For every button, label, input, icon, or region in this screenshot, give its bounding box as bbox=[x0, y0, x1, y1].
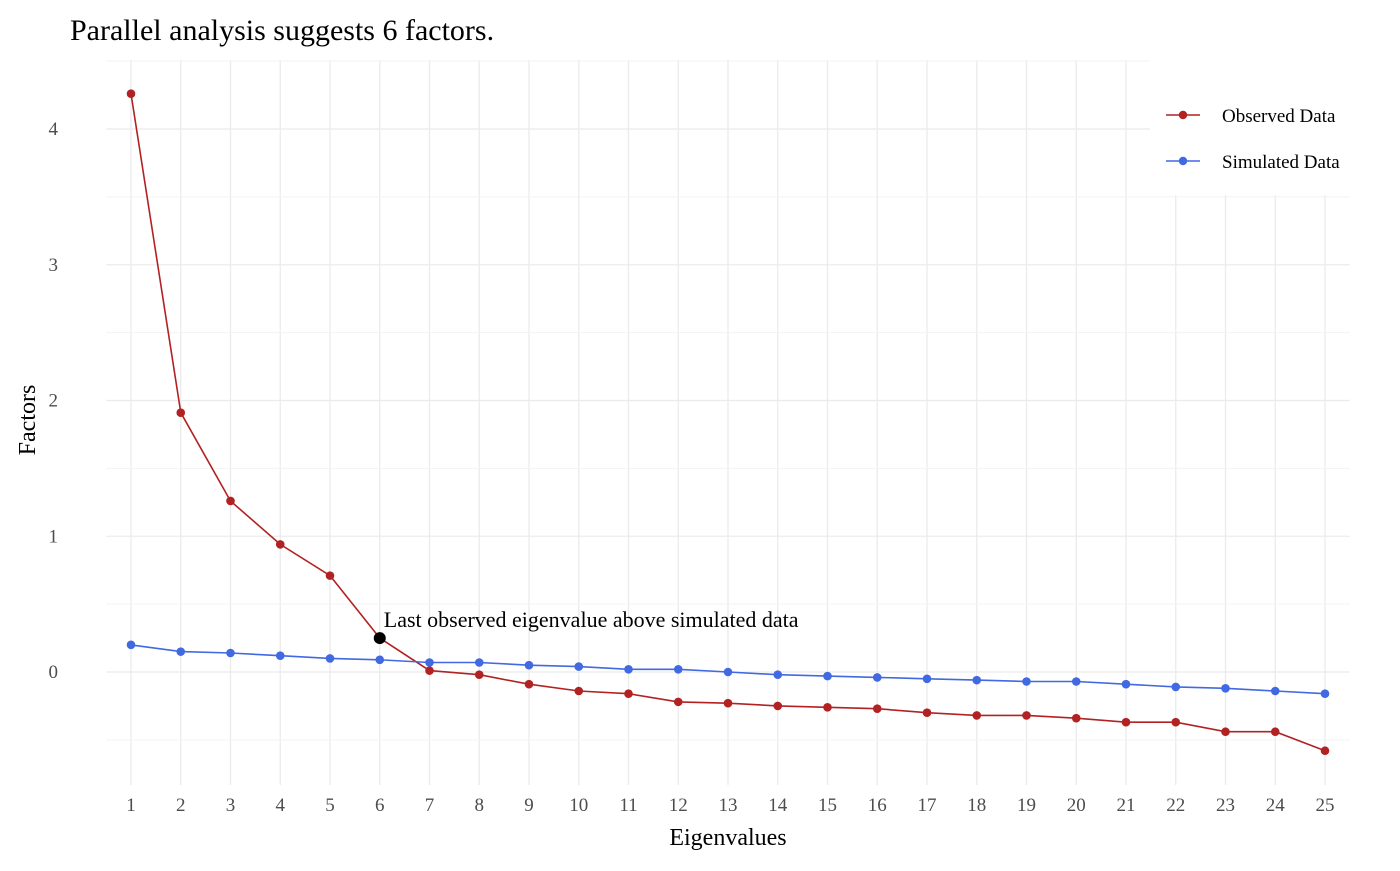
x-tick-label: 2 bbox=[176, 795, 186, 816]
simulated-point bbox=[1270, 686, 1280, 696]
simulated-point bbox=[872, 673, 882, 682]
observed-point bbox=[574, 686, 584, 696]
y-tick-label: 2 bbox=[49, 391, 59, 412]
observed-point bbox=[474, 670, 484, 680]
x-tick-label: 24 bbox=[1266, 795, 1286, 816]
simulated-point bbox=[922, 674, 932, 684]
simulated-point bbox=[126, 640, 136, 650]
observed-point bbox=[1022, 711, 1031, 720]
simulated-point bbox=[1071, 677, 1081, 686]
legend-background bbox=[1150, 90, 1380, 180]
observed-point bbox=[823, 702, 832, 712]
observed-point bbox=[972, 711, 982, 720]
annotation-label: Last observed eigenvalue above simulated… bbox=[384, 607, 799, 632]
y-tick-labels: 0 1 2 3 4 bbox=[49, 119, 59, 683]
observed-point bbox=[176, 408, 186, 418]
simulated-point bbox=[773, 670, 783, 680]
x-tick-label: 21 bbox=[1117, 795, 1136, 816]
x-tick-label: 22 bbox=[1166, 795, 1185, 816]
x-tick-label: 7 bbox=[425, 795, 435, 816]
observed-point bbox=[723, 698, 733, 708]
annotation-marker bbox=[373, 632, 386, 645]
simulated-point bbox=[723, 667, 733, 677]
annotation: Last observed eigenvalue above simulated… bbox=[373, 607, 799, 645]
legend: Observed Data Simulated Data bbox=[1150, 90, 1380, 180]
y-tick-label: 3 bbox=[49, 255, 59, 276]
legend-key-point-simulated bbox=[1178, 156, 1188, 166]
simulated-point bbox=[176, 647, 186, 656]
simulated-point bbox=[1022, 677, 1031, 686]
simulated-point bbox=[673, 664, 683, 674]
observed-point bbox=[773, 701, 783, 711]
x-tick-label: 8 bbox=[475, 795, 485, 816]
x-tick-label: 11 bbox=[619, 795, 637, 816]
x-tick-label: 9 bbox=[524, 795, 534, 816]
simulated-point bbox=[275, 651, 285, 661]
simulated-point bbox=[226, 648, 235, 658]
observed-point bbox=[524, 679, 534, 689]
x-tick-label: 17 bbox=[918, 795, 937, 816]
simulated-point bbox=[823, 671, 832, 681]
observed-point bbox=[872, 704, 882, 713]
observed-point bbox=[1171, 717, 1181, 727]
observed-point bbox=[1221, 727, 1230, 737]
x-tick-label: 5 bbox=[325, 795, 335, 816]
simulated-point bbox=[972, 675, 982, 685]
x-tick-label: 20 bbox=[1067, 795, 1086, 816]
x-tick-label: 10 bbox=[569, 795, 588, 816]
legend-label-observed: Observed Data bbox=[1222, 106, 1336, 127]
x-tick-label: 13 bbox=[719, 795, 738, 816]
legend-label-simulated: Simulated Data bbox=[1222, 152, 1340, 173]
legend-item-observed: Observed Data bbox=[1166, 106, 1336, 127]
x-tick-label: 12 bbox=[669, 795, 688, 816]
observed-point bbox=[624, 689, 633, 699]
x-tick-label: 16 bbox=[868, 795, 887, 816]
y-tick-label: 4 bbox=[49, 119, 59, 140]
observed-point bbox=[1121, 717, 1131, 727]
x-tick-label: 3 bbox=[226, 795, 236, 816]
x-tick-label: 6 bbox=[375, 795, 385, 816]
observed-point bbox=[226, 496, 235, 506]
x-tick-labels: 1 2 3 4 5 6 7 8 9 10 11 12 13 14 15 16 17 18 19 20 21 22 23 24 2… bbox=[126, 795, 1334, 816]
x-tick-label: 23 bbox=[1216, 795, 1235, 816]
simulated-point bbox=[1221, 683, 1230, 693]
y-tick-label: 0 bbox=[49, 662, 59, 683]
observed-point bbox=[325, 571, 335, 580]
legend-key-point-observed bbox=[1178, 110, 1188, 120]
legend-item-simulated: Simulated Data bbox=[1166, 152, 1340, 173]
chart-title: Parallel analysis suggests 6 factors. bbox=[70, 14, 494, 47]
observed-point bbox=[425, 666, 434, 675]
simulated-point bbox=[1320, 689, 1330, 699]
simulated-point bbox=[1121, 679, 1131, 689]
simulated-point bbox=[474, 658, 484, 667]
observed-point bbox=[126, 89, 136, 99]
observed-point bbox=[673, 697, 683, 707]
observed-point bbox=[1320, 746, 1330, 756]
x-tick-label: 25 bbox=[1316, 795, 1335, 816]
simulated-point bbox=[1171, 682, 1181, 692]
observed-point bbox=[1270, 727, 1280, 737]
simulated-point bbox=[524, 660, 534, 670]
simulated-point bbox=[425, 658, 434, 667]
simulated-point bbox=[574, 662, 584, 671]
observed-point bbox=[275, 540, 285, 549]
y-axis-title: Factors bbox=[15, 385, 41, 456]
simulated-point bbox=[624, 664, 633, 674]
simulated-point bbox=[375, 655, 385, 665]
x-tick-label: 18 bbox=[967, 795, 986, 816]
x-tick-label: 15 bbox=[818, 795, 837, 816]
y-tick-label: 1 bbox=[49, 526, 59, 547]
x-tick-label: 4 bbox=[276, 795, 286, 816]
x-tick-label: 19 bbox=[1017, 795, 1036, 816]
observed-point bbox=[922, 708, 932, 718]
x-tick-label: 1 bbox=[126, 795, 136, 816]
x-tick-label: 14 bbox=[768, 795, 788, 816]
observed-point bbox=[1071, 713, 1081, 723]
simulated-point bbox=[325, 654, 335, 663]
x-axis-title: Eigenvalues bbox=[669, 825, 786, 851]
